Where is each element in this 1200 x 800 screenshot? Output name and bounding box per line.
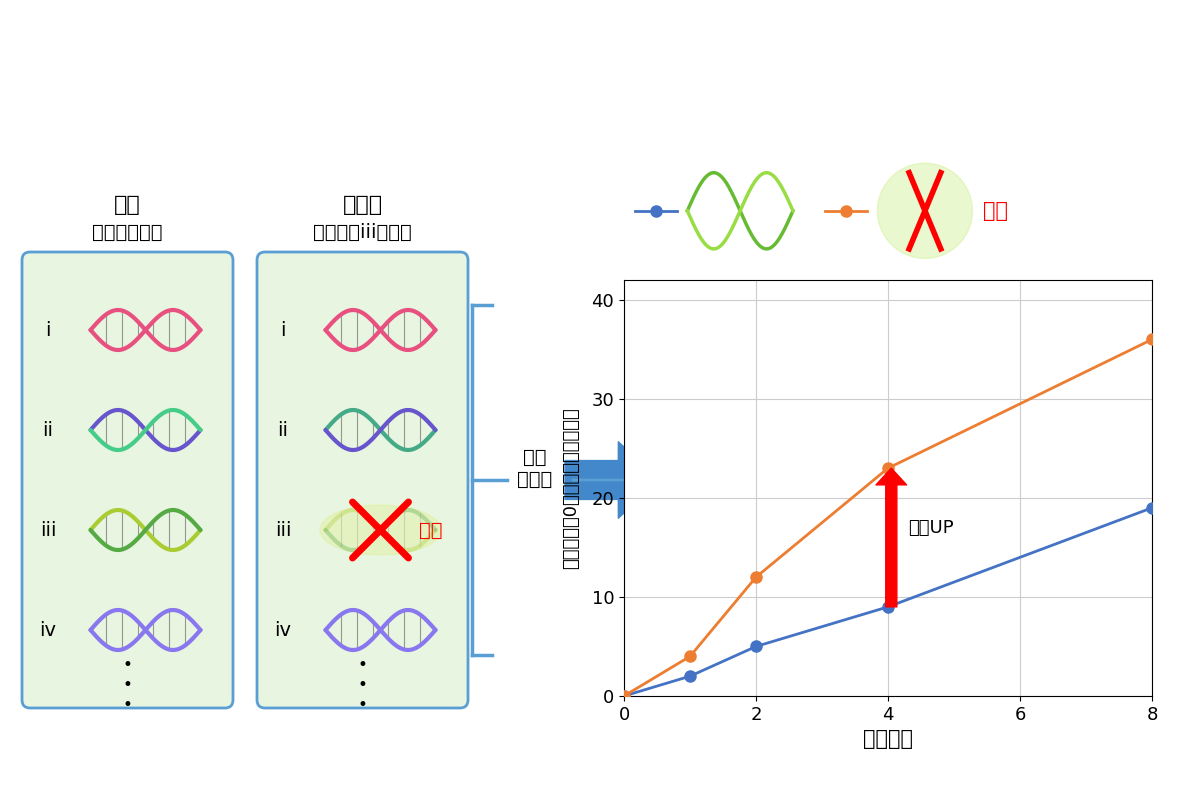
Text: •: •	[122, 676, 132, 694]
Text: iii: iii	[40, 521, 56, 539]
Text: •: •	[358, 656, 367, 674]
Ellipse shape	[320, 505, 442, 555]
Ellipse shape	[877, 163, 972, 258]
FancyBboxPatch shape	[257, 252, 468, 708]
X-axis label: 培養日数: 培養日数	[863, 730, 913, 750]
Text: 喪失: 喪失	[983, 201, 1008, 221]
FancyArrowPatch shape	[572, 470, 649, 490]
Text: 変異体: 変異体	[342, 195, 383, 215]
Text: 候補
遅伝子: 候補 遅伝子	[517, 447, 552, 489]
Text: ii: ii	[42, 421, 54, 439]
Text: （変異なし）: （変異なし）	[92, 222, 163, 242]
Text: iv: iv	[40, 621, 56, 639]
Text: 増殖UP: 増殖UP	[908, 518, 954, 537]
Text: •: •	[122, 656, 132, 674]
Text: •: •	[122, 696, 132, 714]
Text: 喪失: 喪失	[419, 521, 442, 539]
Text: i: i	[281, 321, 286, 339]
Text: •: •	[358, 696, 367, 714]
Text: （遅伝子iii喪失）: （遅伝子iii喪失）	[313, 222, 412, 242]
Text: 親株: 親株	[114, 195, 140, 215]
Text: iii: iii	[275, 521, 292, 539]
Y-axis label: 増殖速度（0日を１とした比率）: 増殖速度（0日を１とした比率）	[563, 407, 581, 569]
Text: •: •	[358, 676, 367, 694]
Text: i: i	[46, 321, 50, 339]
Text: iv: iv	[275, 621, 292, 639]
FancyBboxPatch shape	[22, 252, 233, 708]
Text: ii: ii	[277, 421, 288, 439]
